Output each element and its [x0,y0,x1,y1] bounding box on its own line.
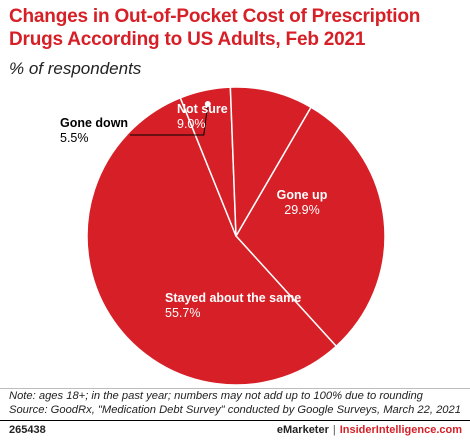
footer-brand: eMarketer | InsiderIntelligence.com [277,424,462,436]
slice-value-stayed-same: 55.7% [165,306,200,320]
brand-insider-intelligence: InsiderIntelligence.com [339,424,462,436]
pie-slice-gone-up [235,106,386,348]
chart-subtitle: % of respondents [9,59,142,78]
leader-dot-gone-down [204,101,211,107]
footnote-note: Note: ages 18+; in the past year; number… [9,390,423,402]
pie-slice-not-sure [229,86,312,237]
slice-label-gone-down: Gone down [60,116,128,130]
slice-label-not-sure: Not sure [177,102,228,116]
slice-label-gone-up: Gone up [277,188,328,202]
chart-title: Changes in Out-of-Pocket Cost of Prescri… [9,5,464,51]
slice-value-gone-up: 29.9% [284,203,319,217]
footer-divider [0,420,470,421]
footnote-source: Source: GoodRx, "Medication Debt Survey"… [9,403,461,416]
chart-title-line-2: Drugs According to US Adults, Feb 2021 [9,29,366,50]
pie-slice-stayed-same [86,97,337,386]
leader-line-gone-down [130,103,209,136]
brand-emarketer: eMarketer [276,424,329,436]
chart-id: 265438 [9,424,46,436]
brand-separator: | [332,424,336,436]
slice-value-gone-down: 5.5% [60,131,89,145]
slice-label-stayed-same: Stayed about the same [165,291,301,305]
footnote: Note: ages 18+; in the past year; number… [9,390,464,417]
chart-title-line-1: Changes in Out-of-Pocket Cost of Prescri… [9,6,421,27]
divider-line [0,388,470,389]
slice-value-not-sure: 9.0% [177,117,206,131]
